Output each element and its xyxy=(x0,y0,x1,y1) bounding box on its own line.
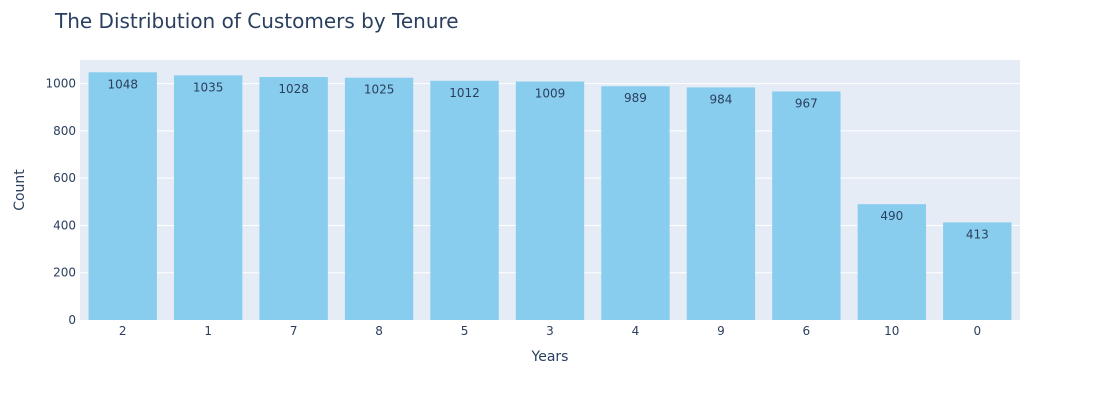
chart-title: The Distribution of Customers by Tenure xyxy=(55,9,459,33)
bar-value-label: 1048 xyxy=(107,77,138,91)
x-tick-label: 5 xyxy=(461,324,469,338)
bar-8 xyxy=(344,77,414,321)
x-tick-label: 3 xyxy=(546,324,554,338)
bar-0 xyxy=(943,222,1012,320)
bar-6 xyxy=(772,91,841,320)
x-tick-label: 2 xyxy=(119,324,127,338)
y-tick-label: 0 xyxy=(68,313,76,327)
bar-5 xyxy=(430,80,499,320)
bar-value-label: 1028 xyxy=(278,82,309,96)
y-tick-label: 200 xyxy=(53,266,76,280)
bars: 1048 1035 1028 1025 1012 1009 989 984 967 490 413 xyxy=(88,72,1012,321)
bar-7 xyxy=(259,77,328,320)
bar-3 xyxy=(515,81,585,320)
bar-value-label: 490 xyxy=(880,209,903,223)
bar-4 xyxy=(601,86,670,321)
bar-1 xyxy=(174,75,243,320)
y-axis-title: Count xyxy=(12,169,28,211)
x-tick-label: 9 xyxy=(717,324,725,338)
bar-value-label: 984 xyxy=(709,92,732,106)
y-tick-label: 400 xyxy=(53,218,76,232)
bar-10 xyxy=(857,204,926,320)
bar-value-label: 1025 xyxy=(364,83,395,97)
bar-value-label: 1012 xyxy=(449,86,480,100)
y-tick-label: 1000 xyxy=(45,77,76,91)
x-tick-label: 1 xyxy=(204,324,212,338)
bar-value-label: 989 xyxy=(624,91,647,105)
x-tick-label: 10 xyxy=(884,324,899,338)
bar-value-label: 1009 xyxy=(535,87,566,101)
x-axis-ticks: 2 1 7 8 5 3 4 9 6 10 0 xyxy=(119,324,981,338)
bar-value-label: 1035 xyxy=(193,80,224,94)
x-tick-label: 8 xyxy=(375,324,383,338)
bar-value-label: 413 xyxy=(966,227,989,241)
y-tick-label: 800 xyxy=(53,124,76,138)
bar-value-label: 967 xyxy=(795,96,818,110)
x-tick-label: 0 xyxy=(973,324,981,338)
x-tick-label: 4 xyxy=(632,324,640,338)
y-axis-ticks: 0 200 400 600 800 1000 xyxy=(45,77,76,327)
x-tick-label: 7 xyxy=(290,324,298,338)
x-axis-title: Years xyxy=(531,349,569,365)
y-tick-label: 600 xyxy=(53,171,76,185)
x-tick-label: 6 xyxy=(803,324,811,338)
bar-2 xyxy=(88,72,157,320)
bar-9 xyxy=(686,87,756,320)
